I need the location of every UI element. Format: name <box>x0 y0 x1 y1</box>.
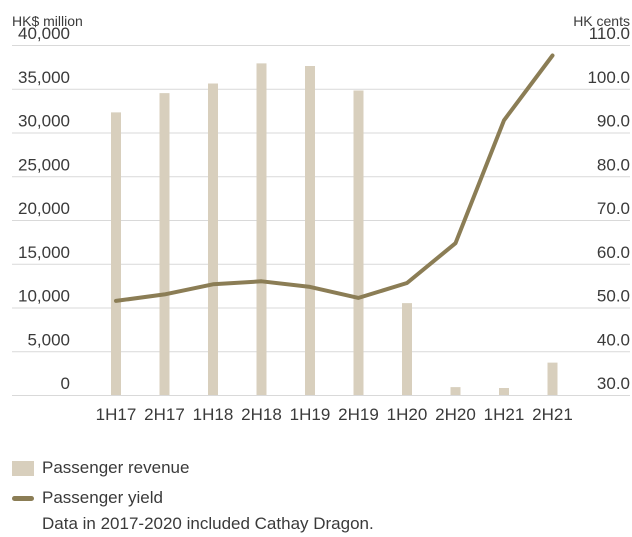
revenue-bar <box>499 388 509 395</box>
legend-swatch-yield <box>12 495 34 501</box>
legend-swatch-revenue <box>12 460 34 476</box>
revenue-bar <box>450 387 461 395</box>
x-tick-label: 1H21 <box>484 405 525 424</box>
left-tick-label: 30,000 <box>18 112 70 131</box>
legend-item-revenue: Passenger revenue <box>12 458 189 478</box>
x-tick-label: 2H17 <box>144 405 185 424</box>
yield-line <box>114 53 555 303</box>
x-tick-label: 2H21 <box>532 405 573 424</box>
revenue-bar <box>208 83 218 395</box>
right-tick-label: 50.0 <box>597 287 630 306</box>
revenue-bar <box>402 303 412 395</box>
revenue-bar <box>353 90 364 395</box>
right-tick-label: 40.0 <box>597 330 630 349</box>
right-axis-ticks: 110.0 100.0 90.0 80.0 70.0 60.0 50.0 40.0 30.0 <box>587 24 630 393</box>
legend-label-revenue: Passenger revenue <box>42 458 190 477</box>
left-tick-label: 10,000 <box>18 287 70 306</box>
right-tick-label: 110.0 <box>589 24 630 43</box>
x-tick-label: 1H20 <box>387 405 428 424</box>
left-tick-label: 20,000 <box>18 199 70 218</box>
left-tick-label: 0 <box>61 374 70 393</box>
footnote: Data in 2017-2020 included Cathay Dragon… <box>42 514 374 533</box>
x-tick-label: 1H19 <box>290 405 331 424</box>
x-tick-label: 2H19 <box>338 405 379 424</box>
right-tick-label: 90.0 <box>597 112 630 131</box>
x-tick-label: 1H18 <box>193 405 234 424</box>
right-tick-label: 80.0 <box>597 155 630 174</box>
legend-item-yield: Passenger yield <box>12 488 163 508</box>
left-tick-label: 35,000 <box>18 68 70 87</box>
right-tick-label: 100.0 <box>587 68 630 87</box>
left-tick-label: 25,000 <box>18 155 70 174</box>
revenue-bar <box>256 63 267 395</box>
revenue-bar <box>159 93 170 395</box>
revenue-bar <box>111 112 121 395</box>
right-axis-unit: HK cents <box>573 13 630 29</box>
right-tick-label: 70.0 <box>597 199 630 218</box>
x-axis-ticks: 1H17 2H17 1H18 2H18 1H19 2H19 1H20 2H20 1H21 2H21 <box>96 405 573 424</box>
left-axis-unit: HK$ million <box>12 13 83 29</box>
yield-line-path <box>114 53 555 303</box>
revenue-bars <box>111 63 558 395</box>
legend-label-yield: Passenger yield <box>42 488 163 507</box>
left-tick-label: 5,000 <box>27 330 70 349</box>
gridlines <box>12 45 630 396</box>
x-tick-label: 2H18 <box>241 405 282 424</box>
left-axis-ticks: 40,000 35,000 30,000 25,000 20,000 15,000 10,0… <box>18 24 70 393</box>
left-tick-label: 15,000 <box>18 243 70 262</box>
revenue-bar <box>547 362 558 395</box>
right-tick-label: 60.0 <box>597 243 630 262</box>
x-tick-label: 2H20 <box>435 405 476 424</box>
x-tick-label: 1H17 <box>96 405 137 424</box>
revenue-bar <box>305 66 315 395</box>
right-tick-label: 30.0 <box>597 374 630 393</box>
left-tick-label: 40,000 <box>18 24 70 43</box>
